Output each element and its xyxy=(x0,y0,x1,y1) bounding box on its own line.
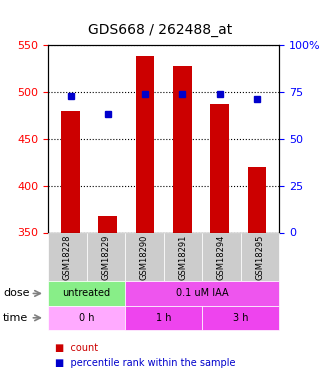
Text: GSM18295: GSM18295 xyxy=(256,234,265,280)
Bar xyxy=(61,111,80,232)
Text: 0 h: 0 h xyxy=(79,313,94,323)
Text: GSM18291: GSM18291 xyxy=(178,234,187,280)
Text: GSM18294: GSM18294 xyxy=(217,234,226,280)
Bar xyxy=(99,216,117,232)
Text: ■  count: ■ count xyxy=(55,343,98,353)
Text: 1 h: 1 h xyxy=(156,313,171,323)
Bar xyxy=(136,56,154,232)
Text: time: time xyxy=(3,313,29,323)
Text: GSM18290: GSM18290 xyxy=(140,234,149,280)
Text: GSM18228: GSM18228 xyxy=(63,234,72,280)
Text: untreated: untreated xyxy=(63,288,111,298)
Text: 3 h: 3 h xyxy=(233,313,248,323)
Bar xyxy=(247,167,266,232)
Text: GSM18229: GSM18229 xyxy=(101,234,110,280)
Text: ■  percentile rank within the sample: ■ percentile rank within the sample xyxy=(55,358,235,368)
Text: GDS668 / 262488_at: GDS668 / 262488_at xyxy=(88,23,233,37)
Bar xyxy=(210,104,229,232)
Bar xyxy=(173,66,192,232)
Text: 0.1 uM IAA: 0.1 uM IAA xyxy=(176,288,229,298)
Text: dose: dose xyxy=(3,288,30,298)
